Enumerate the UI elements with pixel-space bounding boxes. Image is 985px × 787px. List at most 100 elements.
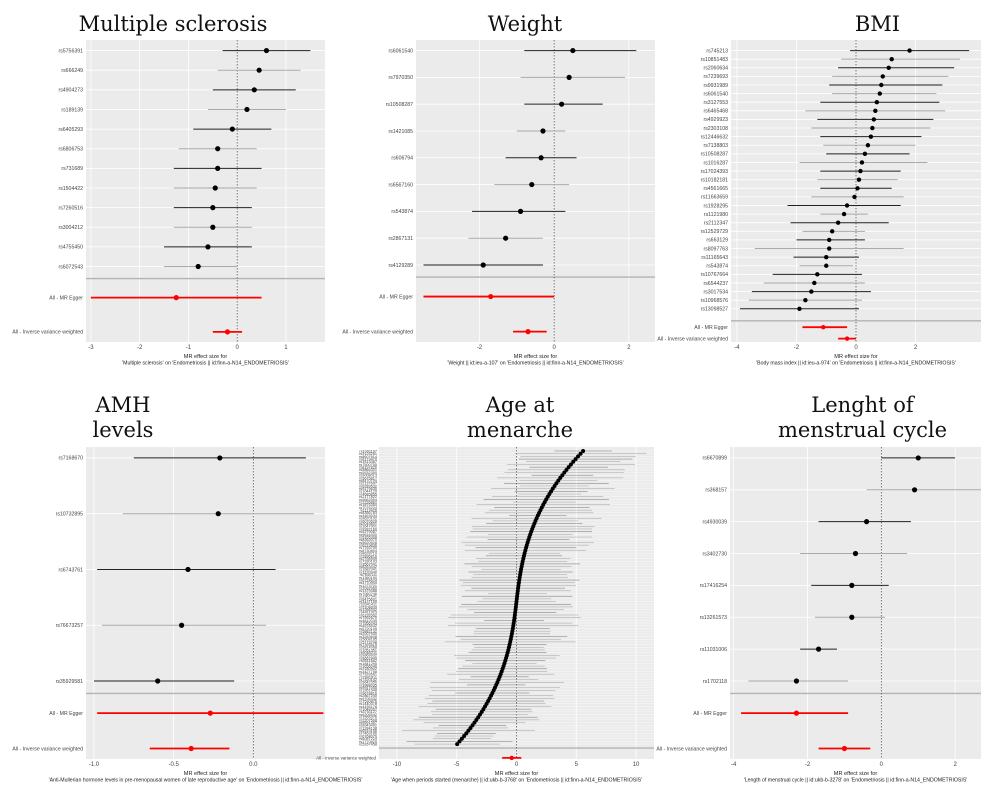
- snp-label: rs7060746: [359, 592, 377, 596]
- summary-point: [525, 329, 531, 335]
- snp-label: rs2112347: [704, 221, 728, 227]
- snp-label: rs5773748: [359, 640, 377, 644]
- snp-label: rs1440378: [359, 702, 377, 706]
- effect-point: [856, 177, 862, 182]
- snp-label: rs4685855: [359, 492, 377, 496]
- effect-point: [815, 646, 822, 652]
- snp-label: rs5866301: [359, 468, 377, 472]
- snp-label: rs5267458: [359, 742, 377, 746]
- snp-label: rs9511682: [359, 659, 377, 663]
- effect-point: [244, 106, 250, 113]
- effect-point: [210, 205, 216, 211]
- effect-point: [559, 101, 565, 107]
- x-tick-label: 2: [914, 345, 918, 351]
- snp-label: rs10508287: [386, 102, 414, 108]
- snp-label: rs7076224: [359, 506, 377, 510]
- effect-point: [793, 678, 800, 684]
- effect-point: [185, 566, 191, 573]
- snp-label: rs8628719: [359, 552, 377, 556]
- x-tick-label: -2: [477, 345, 483, 351]
- snp-label: rs7330193: [359, 560, 377, 564]
- x-axis-title: MR effect size for: [834, 771, 878, 777]
- summary-label: All - Inverse variance weighted: [12, 330, 83, 336]
- effect-point: [573, 457, 578, 462]
- summary-label: All - Inverse variance weighted: [316, 755, 376, 760]
- snp-label: rs1967541: [359, 595, 377, 599]
- panel-title-line: Weight: [487, 12, 563, 36]
- snp-label: rs8197826: [359, 466, 377, 470]
- snp-label: rs1875354: [359, 503, 377, 507]
- snp-label: rs9008013: [359, 474, 377, 478]
- forest-plot-svg: rs5756391 rs666249 rs4904273 rs189139 rs6405…: [12, 40, 325, 367]
- x-tick-label: 2: [953, 762, 957, 768]
- effect-point: [889, 56, 894, 62]
- snp-label: rs2092960: [359, 587, 377, 591]
- snp-label: rs543874: [706, 264, 728, 270]
- snp-label: rs2137697: [359, 482, 377, 486]
- forest-panel-weight: Weight rs6061540 rs7970350 rs10508287 rs142…: [330, 0, 660, 375]
- x-tick-label: -2: [137, 345, 143, 351]
- snp-label: rs7992670: [359, 616, 377, 620]
- snp-label: rs10732895: [56, 512, 84, 518]
- snp-label: rs3402730: [702, 551, 727, 557]
- x-axis-title: 'Anti-Mullerian hormone levels in pre-me…: [49, 778, 363, 784]
- snp-label: rs10968576: [701, 298, 729, 304]
- snp-label: rs1284138: [359, 726, 377, 730]
- snp-label: rs6405293: [58, 127, 83, 133]
- summary-point: [224, 329, 231, 335]
- effect-point: [581, 449, 586, 453]
- snp-label: rs3751127: [359, 710, 377, 714]
- snp-label: rs5155308: [359, 535, 377, 539]
- effect-point: [215, 511, 221, 517]
- snp-label: rs76673257: [56, 623, 84, 629]
- x-tick-label: -2: [794, 345, 800, 351]
- summary-point: [841, 745, 848, 752]
- effect-point: [179, 622, 185, 628]
- effect-point: [803, 297, 808, 303]
- effect-point: [863, 519, 870, 525]
- snp-label: rs9705332: [359, 697, 377, 701]
- snp-label: rs2177822: [359, 495, 377, 499]
- snp-label: rs9616300: [359, 533, 377, 537]
- plot-background: [416, 40, 655, 342]
- plot-background: [86, 40, 325, 342]
- effect-point: [827, 237, 832, 243]
- snp-label: rs9620102: [359, 517, 377, 521]
- panel-title: Age at menarche: [355, 393, 685, 443]
- x-tick-label: -3: [88, 345, 94, 351]
- snp-label: rs1379488: [359, 589, 377, 593]
- snp-label: rs5814068: [359, 646, 377, 650]
- effect-point: [874, 100, 880, 105]
- snp-label: rs1656046: [359, 665, 377, 669]
- effect-point: [215, 165, 221, 171]
- effect-point: [205, 244, 211, 250]
- summary-point: [188, 745, 194, 752]
- effect-point: [155, 678, 161, 684]
- snp-label: rs8173470: [359, 457, 377, 461]
- snp-label: rs368157: [705, 488, 727, 494]
- snp-label: rs4930039: [702, 519, 727, 525]
- snp-label: rs6544237: [703, 281, 728, 287]
- x-axis-title: 'Length of menstrual cycle || id:ukb-b-3…: [744, 778, 968, 784]
- effect-point: [462, 734, 467, 739]
- x-tick-label: -1.0: [89, 762, 100, 768]
- snp-label: rs6724624: [359, 578, 377, 582]
- snp-label: rs35929581: [56, 679, 84, 685]
- snp-label: rs606794: [391, 156, 413, 162]
- panel-title-line: BMI: [854, 12, 901, 36]
- forest-plot-svg: rs745213 rs10851483 rs2060634 rs7239693 rs99…: [657, 40, 981, 367]
- effect-point: [879, 82, 884, 88]
- snp-label: rs1841295: [359, 662, 377, 666]
- effect-point: [568, 462, 573, 467]
- forest-panel-bmi: BMI rs745213 rs10851483 rs2060634 rs7239693…: [657, 0, 985, 375]
- snp-label: rs7970350: [388, 75, 413, 81]
- snp-label: rs1113426: [360, 509, 377, 513]
- effect-point: [841, 211, 847, 217]
- snp-label: rs10508287: [701, 152, 729, 158]
- snp-label: rs7500755: [359, 463, 377, 467]
- snp-label: rs6670899: [702, 456, 727, 462]
- effect-point: [256, 67, 262, 73]
- snp-label: rs7841811: [359, 675, 377, 679]
- summary-point: [173, 295, 179, 301]
- snp-label: rs17024393: [701, 169, 729, 175]
